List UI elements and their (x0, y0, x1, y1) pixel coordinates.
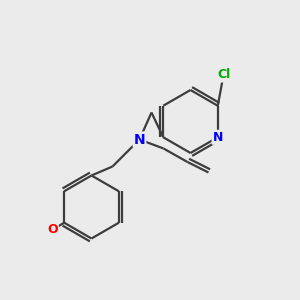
Text: N: N (213, 131, 223, 144)
Text: N: N (134, 133, 145, 146)
Text: O: O (47, 223, 58, 236)
Text: Cl: Cl (217, 68, 230, 82)
